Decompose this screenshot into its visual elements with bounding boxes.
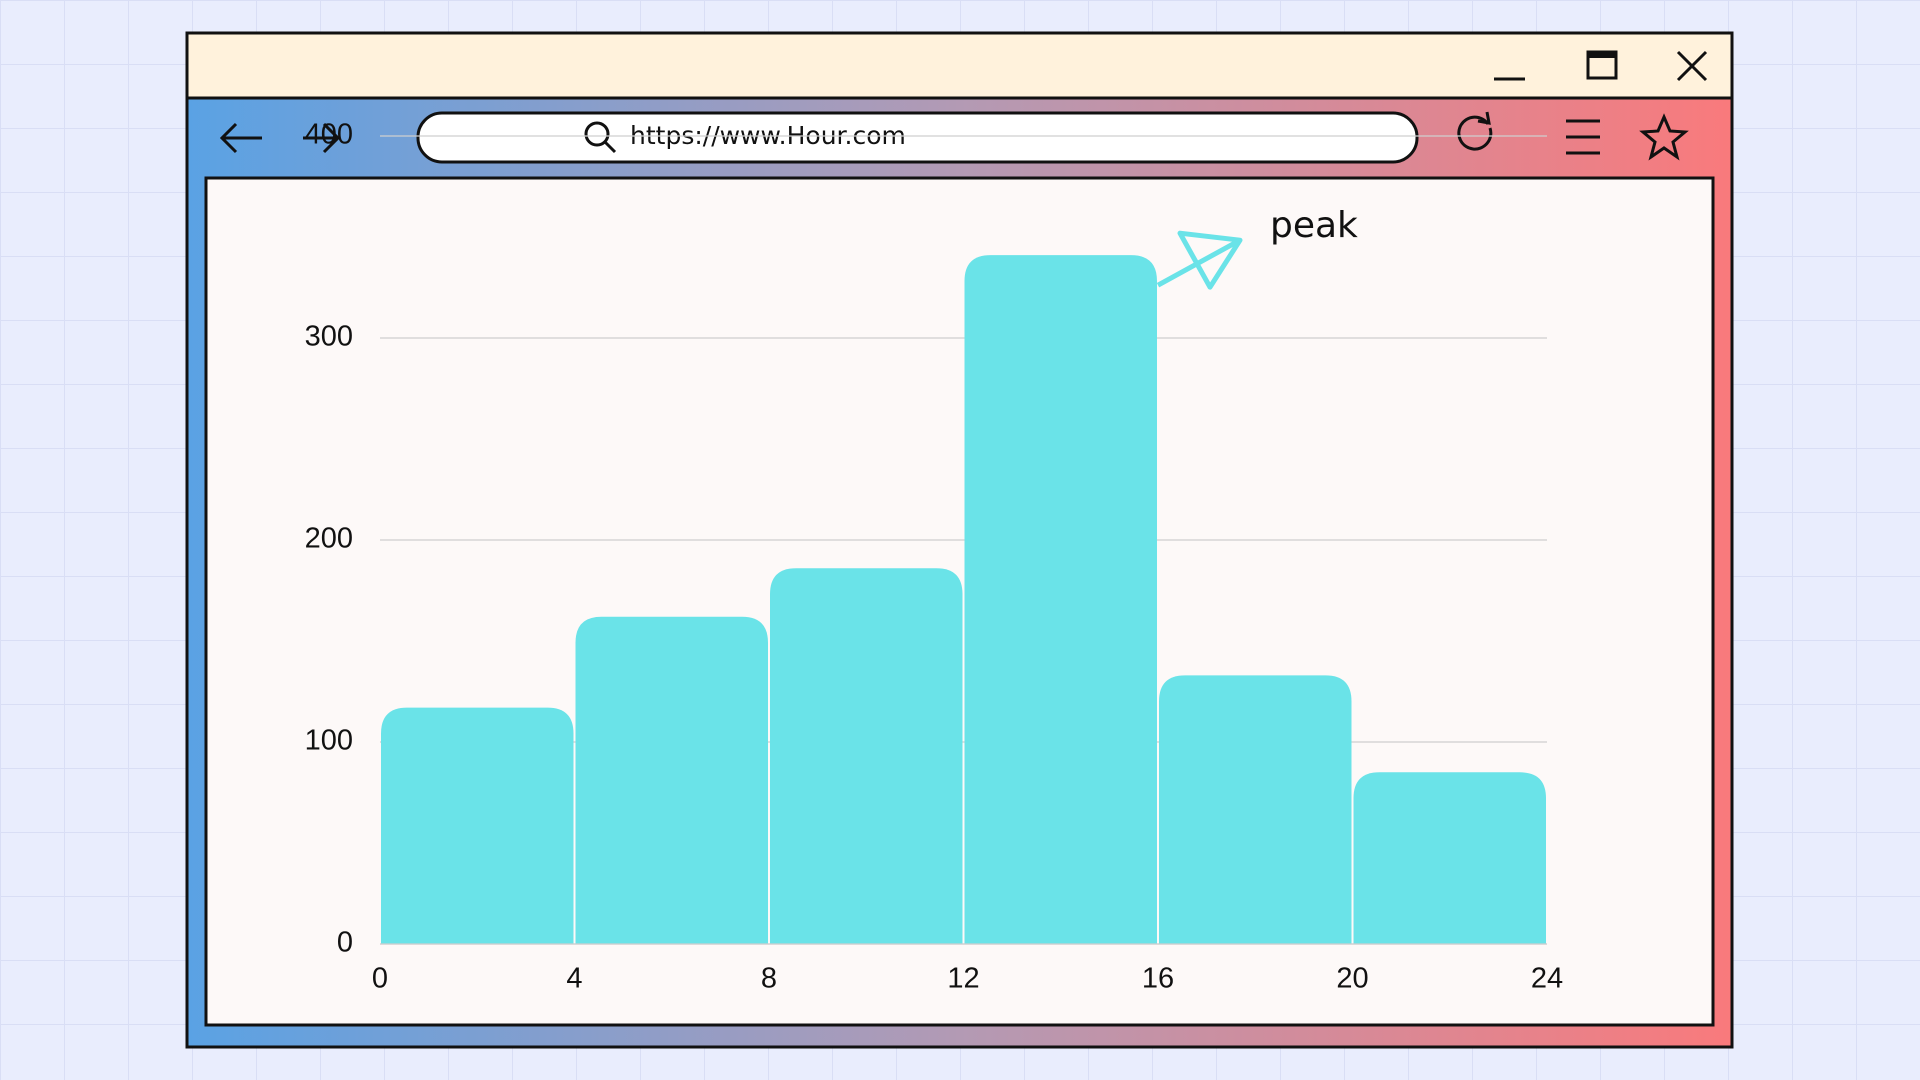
x-tick-label: 24 <box>1531 963 1563 995</box>
x-tick-label: 8 <box>761 963 777 995</box>
address-bar[interactable] <box>416 111 1419 164</box>
y-tick-label: 0 <box>337 927 353 959</box>
search-icon <box>584 121 617 154</box>
bar <box>575 616 768 944</box>
bar <box>964 255 1157 944</box>
menu-button[interactable] <box>1566 119 1600 155</box>
title-bar <box>185 31 1734 100</box>
x-tick-label: 12 <box>947 963 979 995</box>
bar <box>381 707 574 944</box>
y-tick-label: 300 <box>305 321 353 353</box>
y-tick-label: 400 <box>305 119 353 151</box>
close-button[interactable] <box>1676 50 1708 82</box>
maximize-button[interactable] <box>1586 50 1618 80</box>
chart: 0 100 200 300 400 0 4 8 12 16 20 24 peak <box>305 119 1564 995</box>
annotation-arrow <box>1156 230 1243 290</box>
x-tick-label: 4 <box>566 963 582 995</box>
y-tick-label: 200 <box>305 523 353 555</box>
annotation: peak <box>1270 205 1358 246</box>
y-tick-label: 100 <box>305 725 353 757</box>
x-tick-label: 20 <box>1336 963 1368 995</box>
x-tick-label: 0 <box>372 963 388 995</box>
x-tick-label: 16 <box>1142 963 1174 995</box>
bar <box>1159 675 1352 944</box>
forward-button[interactable] <box>303 122 341 154</box>
reload-button[interactable] <box>1457 111 1493 151</box>
back-button[interactable] <box>219 122 262 154</box>
bookmark-button[interactable] <box>1639 113 1689 161</box>
bar <box>770 568 963 944</box>
bar <box>1353 772 1546 944</box>
